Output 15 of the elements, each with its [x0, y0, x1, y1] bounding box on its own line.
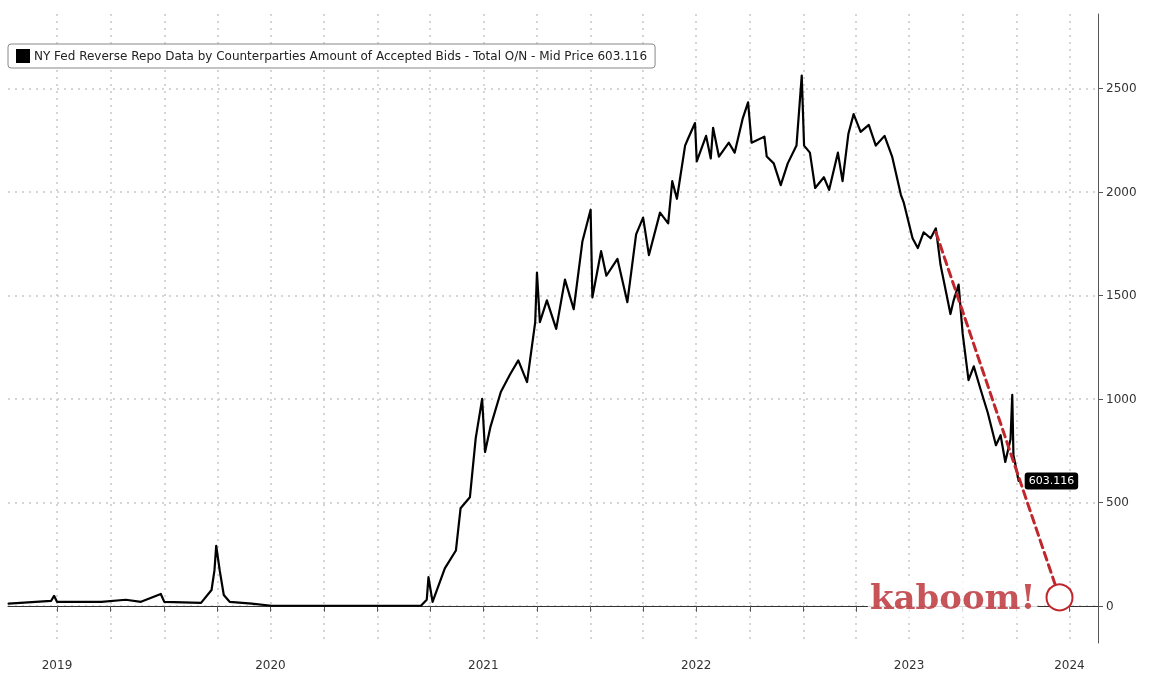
y-tick-label: 2500 [1106, 81, 1137, 96]
x-tick-label: 2019 [41, 658, 73, 672]
x-tick-label: 2022 [680, 658, 712, 672]
y-tick-label: 2000 [1106, 184, 1137, 199]
annotation: kaboom! [869, 577, 1036, 618]
legend-label: NY Fed Reverse Repo Data by Counterparties Amount of Accepted Bids - Total O/N - Mid Price 603.116 [34, 49, 648, 63]
x-tick-label: 2023 [893, 658, 925, 672]
y-tick-label: 1500 [1106, 288, 1137, 303]
x-tick-label: 2020 [255, 658, 286, 672]
y-tick-label: 1000 [1106, 391, 1137, 406]
y-tick-label: 500 [1106, 495, 1129, 510]
data-label: 603.116 [1028, 474, 1075, 488]
x-tick-label: 2024 [1054, 658, 1085, 672]
x-tick-label: 2021 [468, 658, 499, 672]
y-tick-label: 0 [1106, 598, 1114, 613]
